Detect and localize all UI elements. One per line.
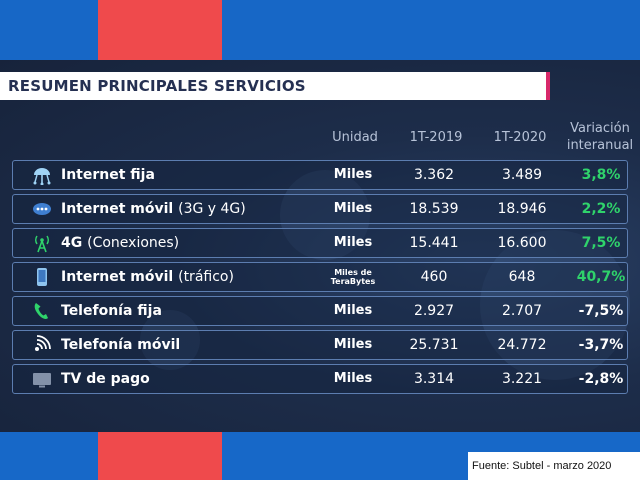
unit-text: Miles <box>333 303 373 318</box>
service-label: TV de pago <box>61 365 150 393</box>
header-variacion-line2: interanual <box>566 138 634 153</box>
variation-value: 2,2% <box>581 201 621 217</box>
service-label: Telefonía fija <box>61 297 162 325</box>
decor-circle <box>140 310 200 370</box>
value-2020: 2.707 <box>501 303 543 319</box>
service-name: Telefonía fija <box>61 303 162 319</box>
header-unidad: Unidad <box>332 130 378 145</box>
signal-waves-icon <box>31 335 53 355</box>
service-qualifier: (3G y 4G) <box>178 201 246 217</box>
value-2020: 24.772 <box>497 337 547 353</box>
service-label: Telefonía móvil <box>61 331 180 359</box>
service-name: Telefonía móvil <box>61 337 181 353</box>
source-note: Fuente: Subtel - marzo 2020 <box>472 460 612 472</box>
table-row: Telefonía móvil Miles 25.731 24.772 -3,7% <box>12 330 628 360</box>
variation-value: -7,5% <box>578 303 624 319</box>
header-variacion-line1: Variación <box>570 121 630 136</box>
value-2019: 18.539 <box>409 201 459 217</box>
top-red-block <box>98 0 222 60</box>
header-variacion: Variación interanual <box>560 120 640 154</box>
page-title: RESUMEN PRINCIPALES SERVICIOS <box>8 77 306 95</box>
value-2019: 3.362 <box>413 167 455 183</box>
unit-text: Miles <box>333 371 373 386</box>
service-label: Internet fija <box>61 161 155 189</box>
mobile-network-icon <box>31 199 53 219</box>
unit-text-line2: TeraBytes <box>330 277 376 286</box>
value-2020: 648 <box>508 269 536 285</box>
top-blue-band <box>0 0 640 60</box>
decor-circle <box>280 170 370 260</box>
variation-value: 40,7% <box>576 269 626 285</box>
service-name: 4G <box>61 235 83 251</box>
source-box <box>468 452 640 480</box>
value-2019: 25.731 <box>409 337 459 353</box>
value-2019: 460 <box>420 269 448 285</box>
unit-cell: Miles <box>321 161 385 189</box>
smartphone-icon <box>31 267 53 287</box>
unit-cell: Miles <box>321 297 385 325</box>
value-2019: 15.441 <box>409 235 459 251</box>
service-name: Internet fija <box>61 167 155 183</box>
value-2020: 16.600 <box>497 235 547 251</box>
unit-text: Miles <box>333 201 373 216</box>
unit-text: Miles de <box>334 268 372 277</box>
globe-network-icon <box>31 165 53 186</box>
variation-value: 7,5% <box>581 235 621 251</box>
unit-cell: Miles <box>321 331 385 359</box>
unit-cell: Miles <box>321 229 385 257</box>
unit-text: Miles <box>333 235 373 250</box>
service-label: Internet móvil (3G y 4G) <box>61 195 246 223</box>
table-row: Internet fija Miles 3.362 3.489 3,8% <box>12 160 628 190</box>
value-2020: 18.946 <box>497 201 547 217</box>
antenna-icon <box>31 233 53 253</box>
tv-icon <box>31 369 53 389</box>
value-2019: 3.314 <box>413 371 455 387</box>
service-label: 4G (Conexiones) <box>61 229 179 257</box>
service-name: Internet móvil <box>61 269 174 285</box>
variation-value: 3,8% <box>581 167 621 183</box>
table-row: Internet móvil (3G y 4G) Miles 18.539 18.94… <box>12 194 628 224</box>
service-qualifier: (tráfico) <box>178 269 234 285</box>
unit-text: Miles <box>333 167 373 182</box>
service-name: TV de pago <box>61 371 150 387</box>
value-2019: 2.927 <box>413 303 455 319</box>
table-row: TV de pago Miles 3.314 3.221 -2,8% <box>12 364 628 394</box>
unit-cell: Miles de TeraBytes <box>321 268 385 286</box>
unit-text: Miles <box>333 337 373 352</box>
table-row: Telefonía fija Miles 2.927 2.707 -7,5% <box>12 296 628 326</box>
value-2020: 3.221 <box>501 371 543 387</box>
unit-cell: Miles <box>321 195 385 223</box>
value-2020: 3.489 <box>501 167 543 183</box>
variation-value: -2,8% <box>578 371 624 387</box>
header-2020: 1T-2020 <box>493 130 547 145</box>
table-row: Internet móvil (tráfico) Miles de TeraByte… <box>12 262 628 292</box>
table-row: 4G (Conexiones) Miles 15.441 16.600 7,5% <box>12 228 628 258</box>
unit-cell: Miles <box>321 365 385 393</box>
header-2019: 1T-2019 <box>409 130 463 145</box>
service-name: Internet móvil <box>61 201 174 217</box>
title-bar: RESUMEN PRINCIPALES SERVICIOS <box>0 72 550 100</box>
bottom-red-block <box>98 432 222 480</box>
service-qualifier: (Conexiones) <box>87 235 180 251</box>
variation-value: -3,7% <box>578 337 624 353</box>
decor-circle <box>480 230 630 380</box>
summary-panel: RESUMEN PRINCIPALES SERVICIOS Unidad 1T-… <box>0 60 640 432</box>
phone-icon <box>31 301 53 321</box>
service-label: Internet móvil (tráfico) <box>61 263 234 291</box>
